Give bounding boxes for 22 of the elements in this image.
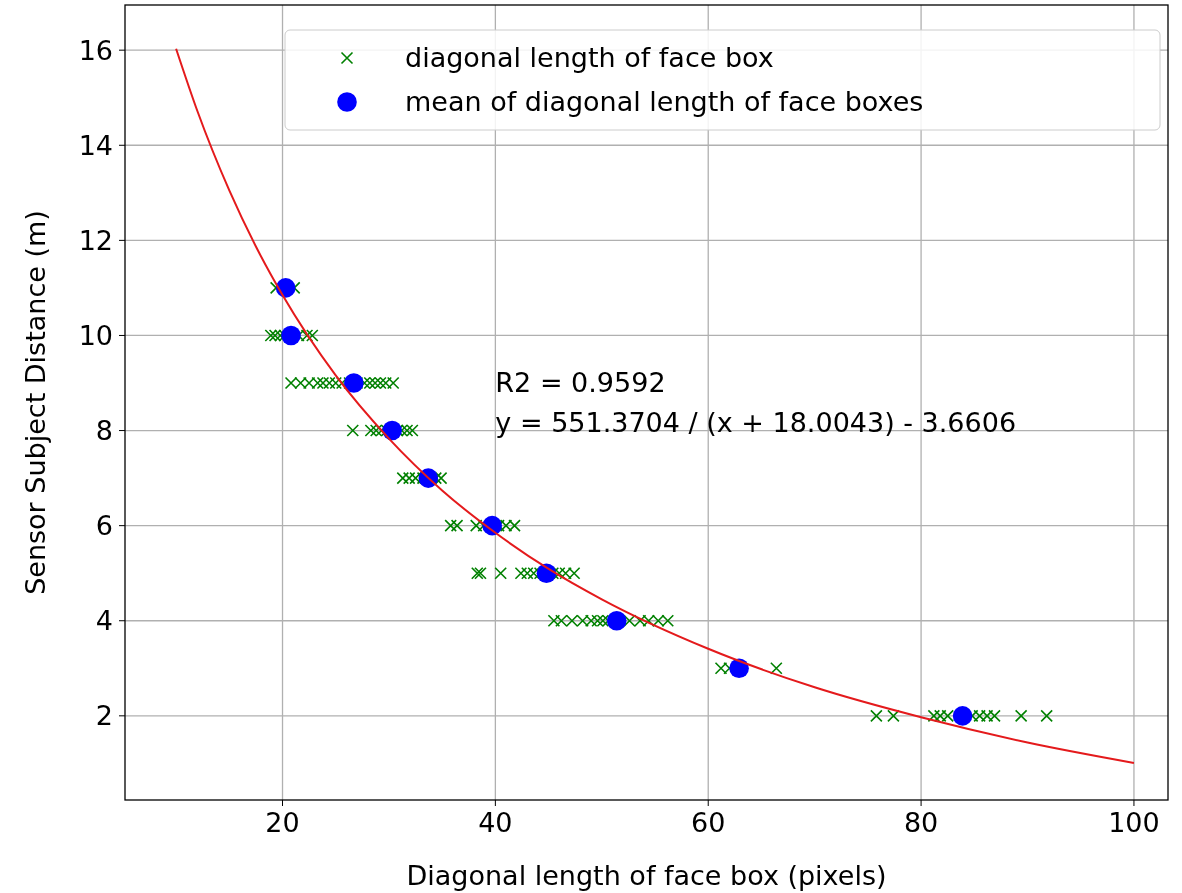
- annotation: y = 551.3704 / (x + 18.0043) - 3.6606: [495, 407, 1017, 439]
- y-tick-label: 4: [95, 605, 113, 637]
- line-series: [175, 47, 1135, 764]
- annotation: R2 = 0.9592: [495, 367, 666, 399]
- point: [952, 706, 973, 726]
- x-tick-label: 20: [265, 807, 300, 838]
- y-tick-label: 10: [78, 319, 113, 351]
- y-tick-label: 8: [95, 415, 113, 446]
- y-tick-label: 16: [78, 34, 113, 66]
- x-tick-label: 40: [478, 807, 513, 838]
- y-tick-label: 6: [95, 510, 113, 542]
- legend-label: mean of diagonal length of face boxes: [405, 86, 924, 118]
- x-tick-label: 80: [903, 807, 939, 838]
- y-tick-label: 12: [78, 224, 113, 256]
- y-axis-title: Sensor Subject Distance (m): [20, 210, 51, 595]
- legend-label: diagonal length of face box: [405, 42, 774, 74]
- point: [606, 610, 627, 631]
- x-axis-title: Diagonal length of face box (pixels): [406, 860, 887, 891]
- y-tick-label: 2: [95, 700, 113, 732]
- x-tick-label: 100: [1108, 807, 1160, 838]
- y-tick-label: 14: [78, 129, 113, 161]
- x-tick-label: 60: [691, 807, 726, 838]
